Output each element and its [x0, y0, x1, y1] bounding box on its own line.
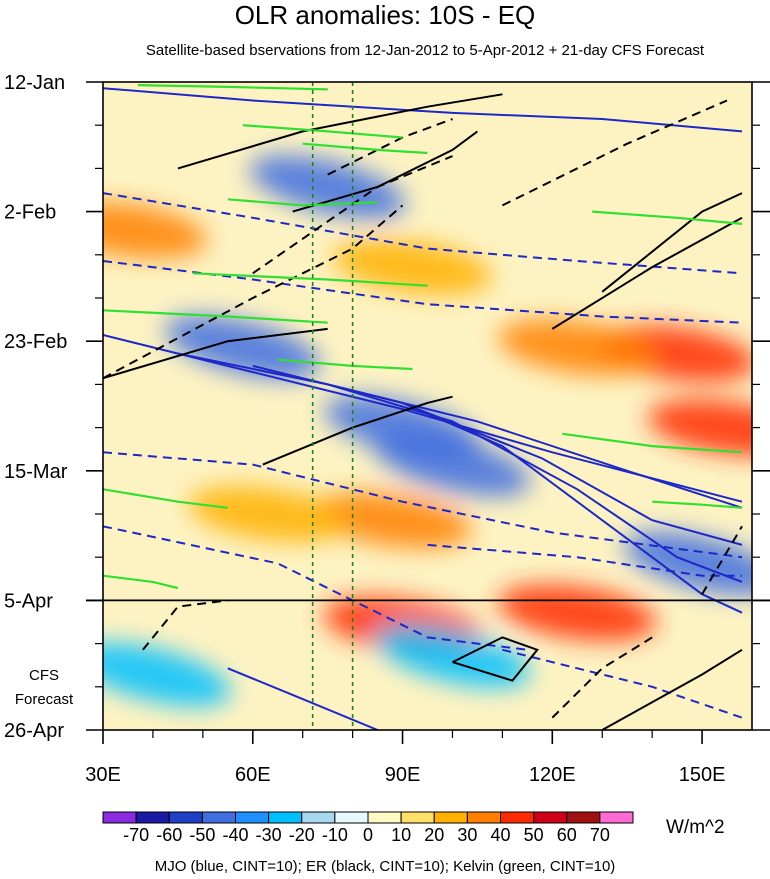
colorbar-label: 0 — [363, 825, 373, 845]
colorbar-label: 10 — [391, 825, 411, 845]
kelvin-contour — [103, 309, 328, 324]
colorbar-swatch — [466, 811, 501, 824]
colorbar-swatch — [102, 811, 137, 824]
er-contour — [601, 648, 743, 730]
kelvin-contour — [652, 500, 743, 509]
anomaly-blob — [164, 315, 321, 380]
colorbar-label: -20 — [289, 825, 315, 845]
colorbar-label: -70 — [123, 825, 149, 845]
colorbar-label: 60 — [557, 825, 577, 845]
colorbar-label: -10 — [322, 825, 348, 845]
colorbar-label: -30 — [256, 825, 282, 845]
reference-lines — [311, 82, 354, 730]
colorbar-label: 40 — [490, 825, 510, 845]
axes: 12-Jan 2-Feb 23-Feb 15-Mar 5-Apr 26-Apr 30E 60E… — [4, 72, 770, 786]
colorbar-swatch — [301, 811, 336, 824]
er-contour — [142, 599, 228, 651]
forecast-label: Forecast — [14, 691, 74, 708]
kelvin-contour — [242, 124, 403, 139]
er-contour — [601, 192, 743, 293]
colorbar-label: 70 — [590, 825, 610, 845]
colorbar-label: -40 — [222, 825, 248, 845]
anomaly-blob — [374, 432, 531, 497]
mjo-contour — [252, 364, 743, 546]
er-contour — [501, 99, 728, 207]
er-contour — [551, 636, 653, 719]
colorbar-swatch — [500, 811, 535, 824]
kelvin-contour — [103, 488, 228, 509]
anomaly-blob — [103, 202, 208, 259]
anomaly-blob — [497, 319, 657, 376]
kelvin-contour — [592, 210, 743, 225]
anomaly-blob — [188, 485, 348, 543]
kelvin-contour — [137, 84, 328, 91]
x-tick-label: 30E — [85, 764, 121, 786]
er-contour — [701, 525, 743, 595]
olr-anomaly-field — [103, 82, 752, 730]
anomaly-blob — [647, 399, 752, 456]
colorbar-swatch — [400, 811, 435, 824]
mjo-contour — [177, 352, 743, 509]
anomaly-blob — [374, 624, 531, 688]
colorbar-label: 30 — [457, 825, 477, 845]
er-contour — [262, 395, 453, 466]
colorbar-swatch — [334, 811, 369, 824]
kelvin-contour — [103, 574, 179, 590]
y-tick-label: 2-Feb — [4, 202, 56, 224]
colorbar: -70 -60 -50 -40 -30 -20 -10 0 10 20 30 40 50 60 70 — [102, 811, 634, 845]
x-tick-label: 120E — [529, 764, 576, 786]
colorbar-swatch — [168, 811, 203, 824]
colorbar-label: -50 — [189, 825, 215, 845]
er-contour — [292, 130, 478, 213]
colorbar-swatch — [367, 811, 402, 824]
contour-legend-footnote: MJO (blue, CINT=10); ER (black, CINT=10)… — [154, 858, 616, 875]
colorbar-swatch — [201, 811, 236, 824]
colorbar-swatch — [433, 811, 468, 824]
colorbar-swatch — [268, 811, 303, 824]
colorbar-swatch — [235, 811, 270, 824]
colorbar-label: 50 — [524, 825, 544, 845]
colorbar-swatch — [135, 811, 170, 824]
er-contour — [452, 636, 539, 682]
kelvin-contour — [302, 142, 428, 155]
anomaly-blob — [497, 584, 657, 641]
er-contour — [103, 204, 404, 380]
y-tick-label: 12-Jan — [4, 72, 65, 94]
colorbar-swatch — [599, 811, 634, 824]
mjo-contour — [227, 667, 378, 730]
plot-frame — [102, 81, 753, 731]
y-tick-label: 5-Apr — [4, 590, 53, 612]
anomaly-blob — [333, 239, 492, 296]
mjo-contour — [427, 543, 742, 577]
er-contour — [177, 93, 503, 170]
er-contour — [103, 327, 328, 380]
cfs-label: CFS — [29, 667, 59, 684]
y-tick-label: 23-Feb — [4, 331, 67, 353]
mjo-contour — [103, 87, 743, 133]
kelvin-contour — [192, 272, 428, 287]
colorbar-units: W/m^2 — [666, 817, 725, 838]
kelvin-contour — [562, 432, 743, 454]
colorbar-swatch — [566, 811, 601, 824]
x-tick-label: 150E — [679, 764, 726, 786]
x-tick-label: 90E — [385, 764, 421, 786]
y-tick-label: 26-Apr — [4, 720, 64, 742]
chart-title: OLR anomalies: 10S - EQ — [234, 0, 536, 30]
y-tick-label: 15-Mar — [4, 461, 68, 483]
x-tick-label: 60E — [235, 764, 271, 786]
mjo-contour — [103, 334, 743, 503]
colorbar-label: -60 — [156, 825, 182, 845]
colorbar-label: 20 — [424, 825, 444, 845]
colorbar-swatch — [533, 811, 568, 824]
anomaly-blob — [103, 642, 231, 707]
chart-subtitle: Satellite-based bservations from 12-Jan-… — [145, 42, 705, 59]
wave-contours — [103, 84, 743, 730]
er-contour — [252, 155, 453, 275]
er-contour — [551, 216, 743, 330]
mjo-contour — [103, 451, 743, 559]
mjo-contour — [502, 648, 743, 719]
